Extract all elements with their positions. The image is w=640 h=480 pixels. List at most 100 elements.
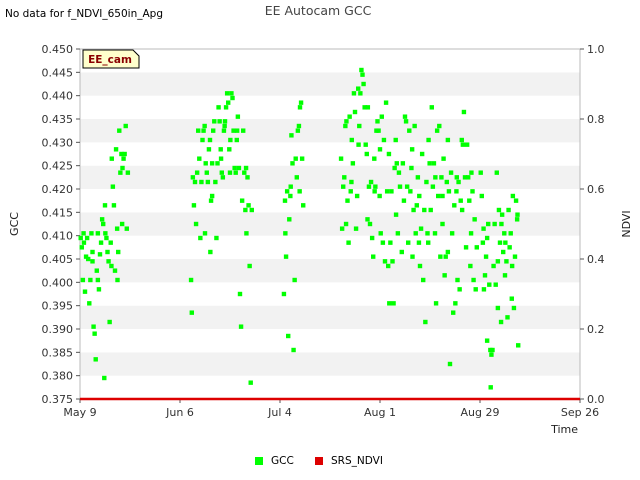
y-axis-left: 0.375 0.380 0.385 0.390 0.395 0.400 0.405 0.410… bbox=[42, 43, 80, 406]
gcc-point bbox=[501, 249, 506, 255]
gcc-point bbox=[93, 357, 98, 362]
gcc-point bbox=[362, 105, 367, 110]
gcc-point bbox=[444, 179, 449, 185]
gcc-point bbox=[346, 240, 351, 245]
gcc-point bbox=[339, 226, 345, 231]
gcc-point bbox=[366, 184, 372, 189]
gcc-point bbox=[483, 254, 489, 259]
gcc-point bbox=[470, 189, 475, 194]
gcc-point bbox=[201, 128, 206, 133]
plot-band bbox=[80, 235, 580, 259]
gcc-point bbox=[428, 207, 433, 213]
gcc-point bbox=[123, 123, 128, 129]
gcc-point bbox=[448, 170, 454, 175]
gcc-point bbox=[426, 137, 431, 143]
gcc-point bbox=[350, 161, 356, 166]
y-tick-label: 0.450 bbox=[42, 43, 74, 56]
gcc-point bbox=[87, 301, 92, 306]
gcc-point bbox=[371, 254, 376, 259]
gcc-point bbox=[487, 282, 492, 287]
gcc-point bbox=[348, 189, 353, 194]
gcc-point bbox=[110, 184, 116, 189]
gcc-point bbox=[495, 259, 501, 264]
gcc-point bbox=[386, 263, 391, 269]
legend-label-ndvi: SRS_NDVI bbox=[331, 455, 383, 467]
gcc-point bbox=[82, 289, 88, 294]
gcc-point bbox=[349, 179, 354, 185]
gcc-point bbox=[119, 151, 124, 157]
gcc-point bbox=[372, 189, 377, 194]
gcc-point bbox=[125, 170, 131, 175]
gcc-point bbox=[461, 109, 467, 115]
gcc-point bbox=[107, 319, 112, 325]
gcc-point bbox=[469, 170, 474, 175]
gcc-point bbox=[102, 375, 107, 381]
gcc-point bbox=[363, 142, 368, 147]
gcc-point bbox=[228, 137, 233, 143]
x-tick-label: May 9 bbox=[63, 406, 96, 419]
gcc-point bbox=[402, 114, 408, 119]
y-axis-label: GCC bbox=[8, 212, 21, 236]
gcc-point bbox=[503, 240, 508, 245]
gcc-point bbox=[293, 156, 298, 161]
gcc-point bbox=[502, 273, 508, 278]
gcc-point bbox=[111, 203, 117, 208]
gcc-point bbox=[344, 119, 349, 124]
gcc-point bbox=[482, 273, 488, 278]
gcc-point bbox=[216, 105, 221, 110]
gcc-point bbox=[78, 235, 83, 241]
gcc-point bbox=[426, 240, 431, 245]
gcc-point bbox=[242, 170, 247, 175]
gcc-point bbox=[468, 231, 474, 236]
gcc-point bbox=[191, 203, 197, 208]
gcc-point bbox=[382, 259, 388, 264]
gcc-point bbox=[247, 263, 252, 269]
y-tick-label: 0.415 bbox=[42, 206, 74, 219]
gcc-point bbox=[378, 231, 383, 236]
gcc-point bbox=[230, 95, 235, 101]
gcc-point bbox=[190, 175, 196, 180]
gcc-point bbox=[283, 254, 289, 259]
gcc-point bbox=[445, 249, 451, 255]
gcc-point bbox=[95, 277, 101, 283]
y-tick-label: 0.445 bbox=[42, 66, 74, 79]
gcc-point bbox=[425, 231, 430, 236]
gcc-point bbox=[214, 235, 219, 241]
gcc-point bbox=[441, 156, 446, 161]
gcc-point bbox=[246, 203, 251, 208]
gcc-point bbox=[416, 240, 422, 245]
gcc-point bbox=[193, 221, 199, 227]
gcc-point bbox=[443, 254, 448, 259]
gcc-point bbox=[417, 263, 423, 269]
gcc-point bbox=[106, 259, 111, 264]
gcc-point bbox=[202, 123, 207, 129]
gcc-point bbox=[352, 109, 358, 115]
x-axis: May 9 Jun 6 Jul 4 Aug 1 Aug 29 Sep 26 bbox=[63, 399, 599, 419]
gcc-point bbox=[394, 161, 399, 166]
gcc-point bbox=[206, 147, 212, 152]
gcc-point bbox=[208, 249, 213, 255]
gcc-point bbox=[400, 161, 406, 166]
gcc-point bbox=[343, 123, 348, 129]
gcc-point bbox=[447, 361, 453, 367]
gcc-point bbox=[220, 175, 226, 180]
gcc-point bbox=[295, 128, 301, 133]
y2-tick-label: 1.0 bbox=[587, 43, 605, 56]
gcc-point bbox=[392, 165, 397, 171]
gcc-point bbox=[433, 301, 439, 306]
gcc-point bbox=[95, 231, 101, 236]
gcc-point bbox=[116, 249, 121, 255]
gcc-point bbox=[244, 231, 249, 236]
gcc-point bbox=[424, 179, 429, 185]
gcc-point bbox=[373, 184, 378, 189]
gcc-point bbox=[218, 147, 223, 152]
gcc-point bbox=[492, 221, 497, 227]
gcc-point bbox=[381, 137, 387, 143]
legend-swatch-gcc bbox=[255, 457, 263, 465]
gcc-point bbox=[291, 347, 296, 353]
gcc-point bbox=[211, 128, 216, 133]
gcc-point bbox=[505, 315, 510, 320]
gcc-point bbox=[396, 170, 402, 175]
gcc-point bbox=[494, 170, 499, 175]
gcc-point bbox=[89, 231, 94, 236]
